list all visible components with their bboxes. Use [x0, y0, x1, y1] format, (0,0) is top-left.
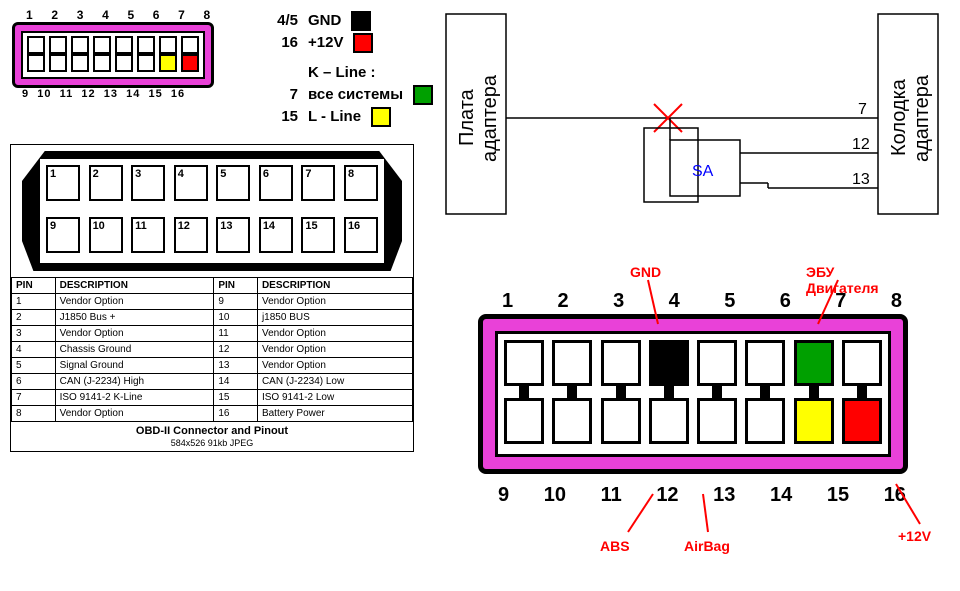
large-obd-connector: GND ЭБУ Двигателя 12 34 56 78	[478, 286, 908, 474]
lg-bot-numbers: 910 1112 1314 1516	[498, 484, 906, 507]
schematic-pin-7: 7	[858, 101, 867, 118]
swatch-red	[353, 33, 373, 53]
callout-12v: +12V	[898, 528, 931, 544]
callout-airbag: AirBag	[684, 538, 730, 554]
swatch-black	[351, 11, 371, 31]
small-top-numbers: 1 2 3 4 5 6 7 8	[26, 8, 214, 22]
obd-pinout-panel: 1 2 3 4 5 6 7 8 9 10 11 12 13 14 15	[10, 144, 414, 452]
right-box-label: Колодкаадаптера	[888, 28, 934, 208]
callout-abs: ABS	[600, 538, 630, 554]
pin-15-yellow	[159, 54, 177, 72]
sa-label: SA	[692, 163, 714, 180]
small-obd-connector: 1 2 3 4 5 6 7 8	[12, 8, 214, 100]
schematic-pin-12: 12	[852, 136, 870, 153]
big-connector-silhouette: 1 2 3 4 5 6 7 8 9 10 11 12 13 14 15	[22, 151, 402, 271]
callout-gnd: GND	[630, 264, 661, 280]
pin-16-red	[181, 54, 199, 72]
swatch-yellow	[371, 107, 391, 127]
adapter-schematic: 7 12 13 SA Платаадаптера Колодкаадаптера	[438, 8, 948, 228]
pinout-caption: OBD-II Connector and Pinout	[11, 422, 413, 438]
pin-legend: 4/5GND 16+12V K – Line : 7все системы 15…	[262, 10, 433, 128]
lg-pin-15	[794, 398, 834, 444]
schematic-pin-13: 13	[852, 171, 870, 188]
lg-pin-7	[794, 340, 834, 386]
pinout-table: PINDESCRIPTION PINDESCRIPTION 1Vendor Op…	[11, 277, 413, 422]
left-box-label: Платаадаптера	[456, 38, 502, 198]
lg-pin-16	[842, 398, 882, 444]
lg-top-numbers: 12 34 56 78	[502, 290, 902, 313]
small-bot-numbers: 9 10 11 12 13 14 15 16	[22, 88, 214, 100]
pinout-subcaption: 584x526 91kb JPEG	[11, 438, 413, 451]
lg-pin-4	[649, 340, 689, 386]
swatch-green	[413, 85, 433, 105]
